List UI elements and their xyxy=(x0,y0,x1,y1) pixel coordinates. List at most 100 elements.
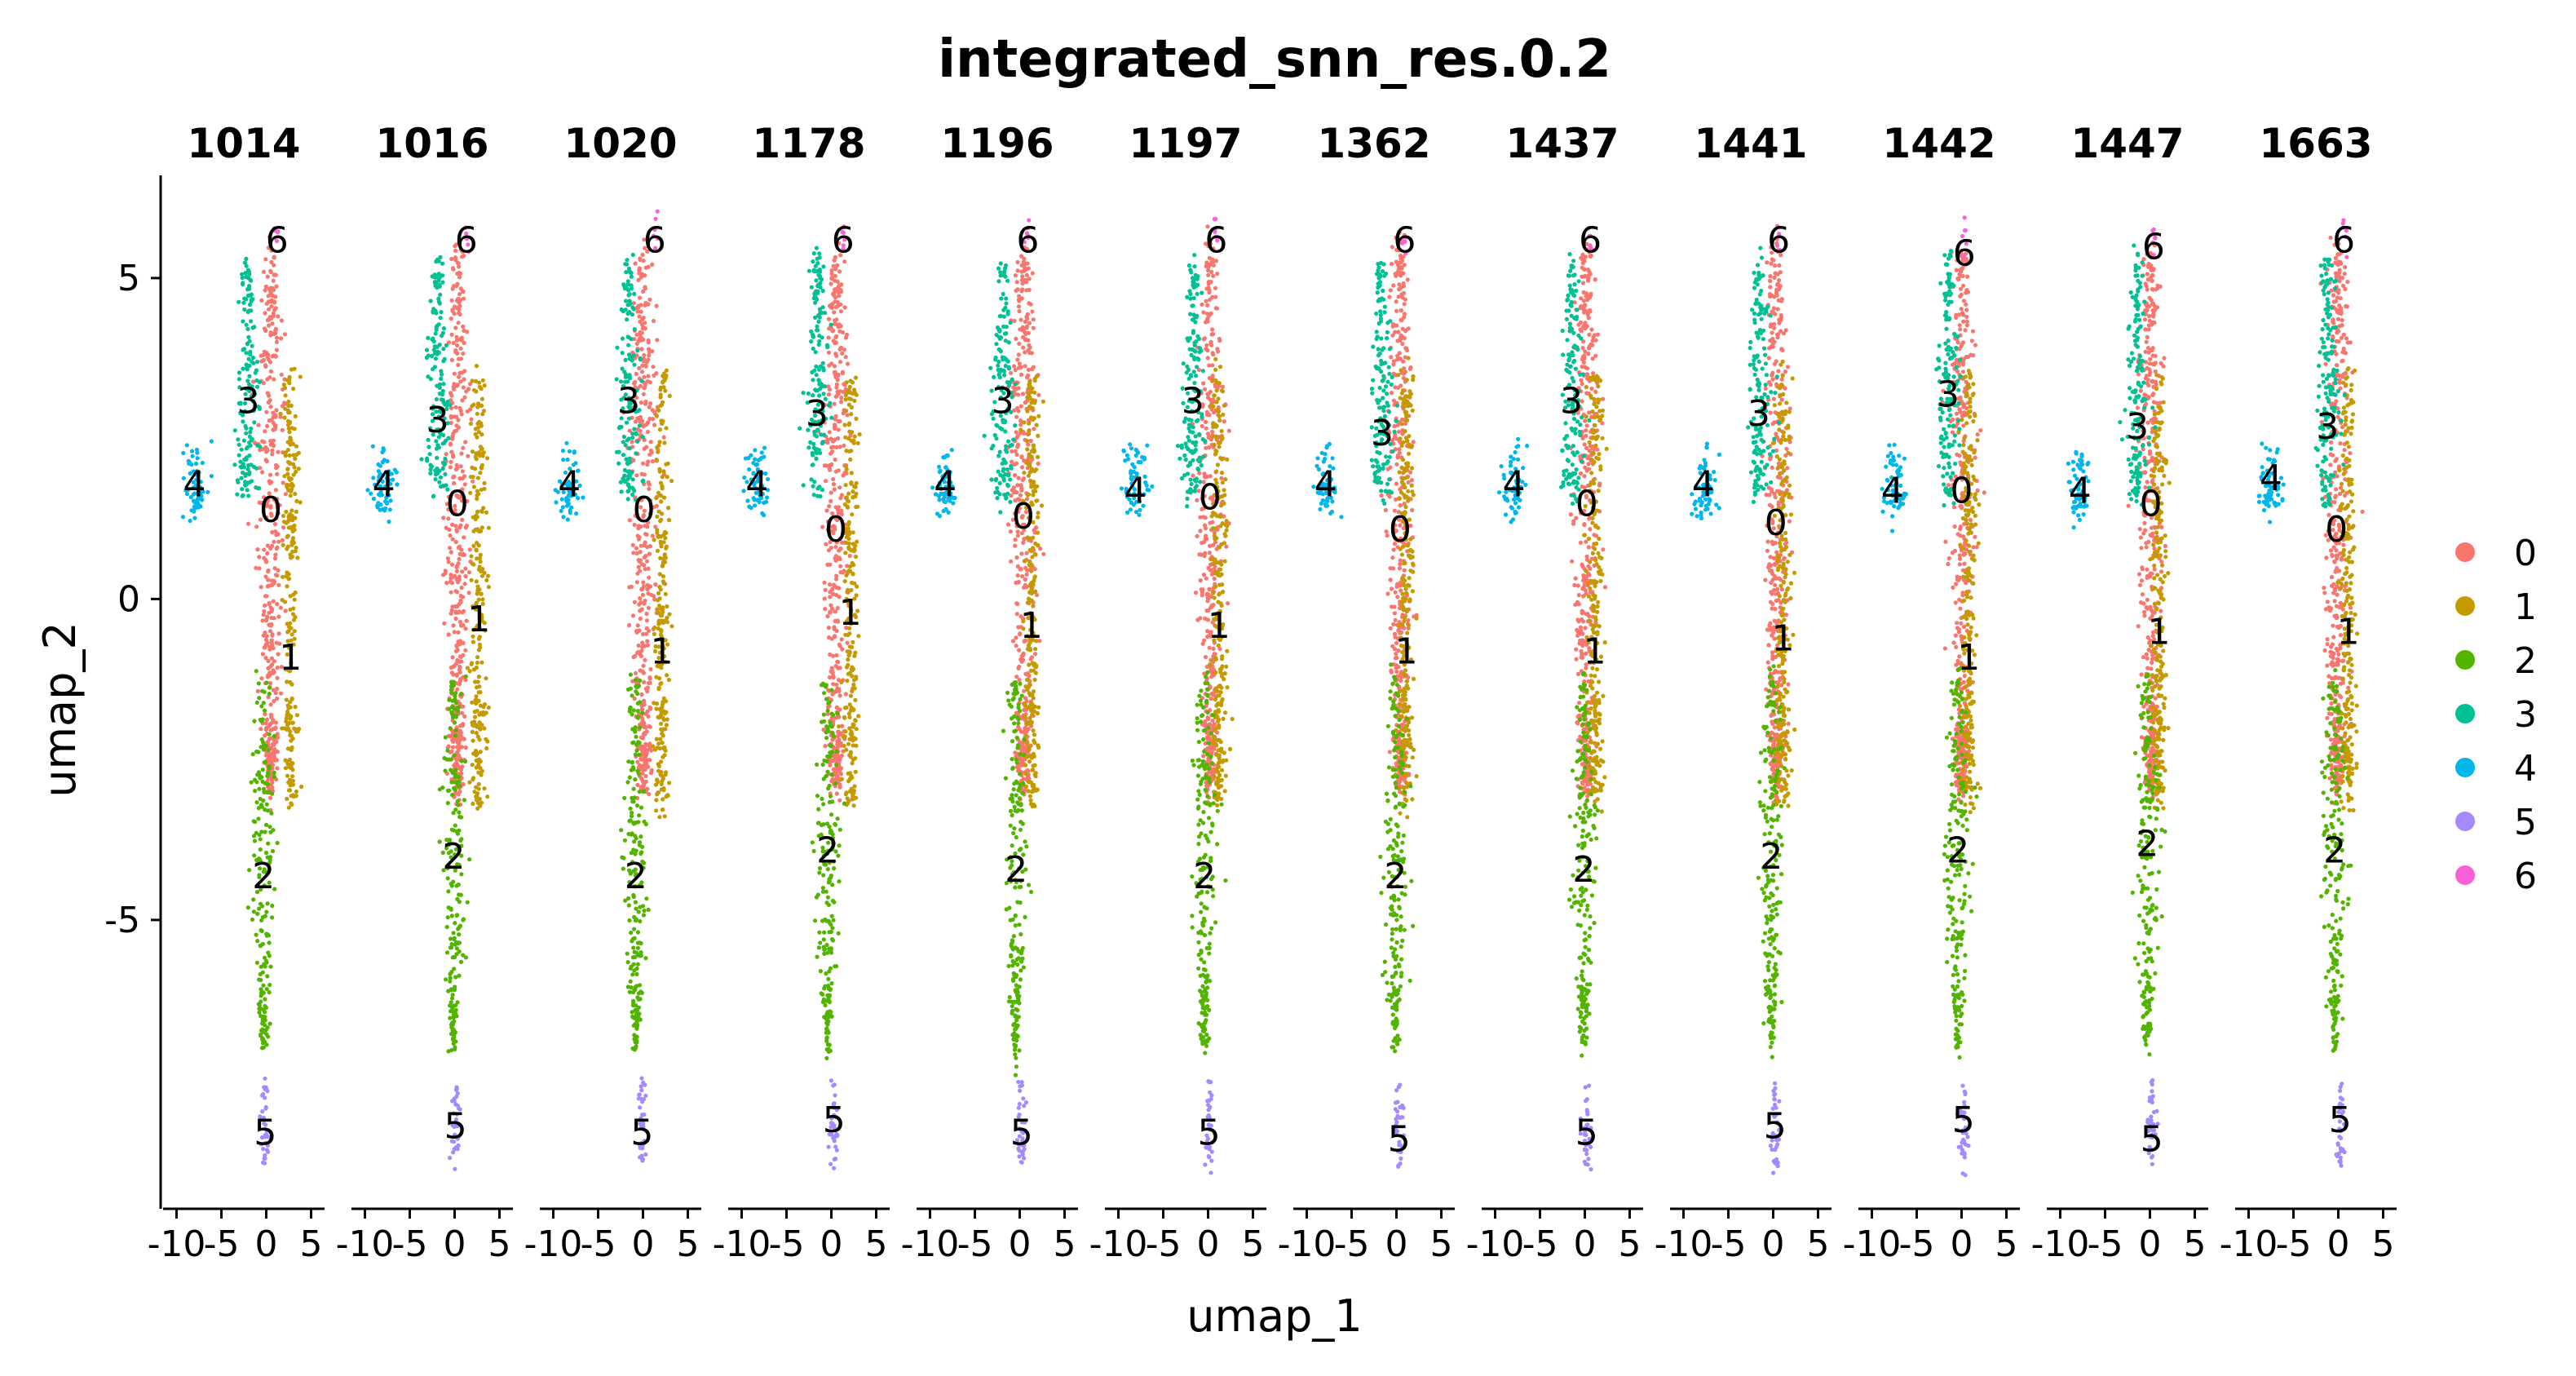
point-cluster-1 xyxy=(475,751,480,756)
point-cluster-1 xyxy=(474,457,479,462)
point-cluster-0 xyxy=(638,746,643,750)
point-cluster-1 xyxy=(666,506,671,511)
point-cluster-2 xyxy=(815,762,820,768)
point-cluster-0 xyxy=(263,618,269,623)
point-cluster-0 xyxy=(642,446,647,451)
point-cluster-0 xyxy=(266,352,271,357)
point-cluster-5 xyxy=(261,1147,266,1152)
point-cluster-0 xyxy=(460,517,465,522)
point-cluster-2 xyxy=(448,936,453,941)
point-cluster-1 xyxy=(851,707,856,712)
point-cluster-0 xyxy=(838,287,843,293)
point-cluster-3 xyxy=(440,334,444,338)
point-cluster-0 xyxy=(833,469,838,474)
point-cluster-0 xyxy=(840,647,845,652)
point-cluster-1 xyxy=(289,764,294,770)
point-cluster-0 xyxy=(462,535,466,540)
point-cluster-0 xyxy=(828,498,833,504)
point-cluster-2 xyxy=(634,803,640,808)
point-cluster-3 xyxy=(248,352,253,357)
point-cluster-0 xyxy=(634,341,639,346)
point-cluster-4 xyxy=(196,501,201,506)
point-cluster-1 xyxy=(475,806,480,811)
point-cluster-1 xyxy=(661,807,665,812)
point-cluster-0 xyxy=(463,745,468,750)
point-cluster-0 xyxy=(1031,325,1036,330)
point-cluster-0 xyxy=(264,409,269,414)
point-cluster-2 xyxy=(628,979,633,984)
point-cluster-2 xyxy=(638,834,643,839)
point-cluster-2 xyxy=(453,1007,458,1012)
point-cluster-3 xyxy=(441,347,446,352)
point-cluster-1 xyxy=(475,655,480,660)
point-cluster-1 xyxy=(1023,772,1028,776)
point-cluster-2 xyxy=(828,946,833,951)
point-cluster-2 xyxy=(634,848,638,853)
point-cluster-1 xyxy=(479,800,484,805)
point-cluster-1 xyxy=(851,530,855,535)
point-cluster-0 xyxy=(630,613,636,618)
point-cluster-3 xyxy=(236,437,241,442)
point-cluster-0 xyxy=(282,400,287,405)
point-cluster-1 xyxy=(480,412,485,417)
point-cluster-1 xyxy=(853,697,858,702)
point-cluster-1 xyxy=(288,621,293,626)
point-cluster-0 xyxy=(645,429,651,435)
point-cluster-0 xyxy=(636,564,641,569)
point-cluster-1 xyxy=(285,378,289,383)
point-cluster-1 xyxy=(479,396,485,401)
point-cluster-1 xyxy=(474,798,479,803)
point-cluster-1 xyxy=(482,480,487,486)
point-cluster-0 xyxy=(1021,776,1026,781)
point-cluster-0 xyxy=(274,284,279,289)
point-cluster-1 xyxy=(282,415,287,420)
point-cluster-0 xyxy=(260,447,265,452)
point-cluster-1 xyxy=(656,604,662,608)
point-cluster-2 xyxy=(456,927,461,931)
point-cluster-1 xyxy=(660,486,665,491)
point-cluster-2 xyxy=(252,838,258,843)
point-cluster-0 xyxy=(1014,612,1019,617)
point-cluster-0 xyxy=(274,339,279,344)
point-cluster-2 xyxy=(824,736,829,741)
point-cluster-3 xyxy=(628,472,633,477)
point-cluster-4 xyxy=(574,511,579,516)
point-cluster-1 xyxy=(656,715,661,720)
point-cluster-0 xyxy=(828,595,833,600)
point-cluster-0 xyxy=(837,389,842,394)
point-cluster-0 xyxy=(268,681,273,686)
point-cluster-1 xyxy=(662,378,667,383)
point-cluster-3 xyxy=(630,252,635,257)
point-cluster-0 xyxy=(461,324,466,329)
point-cluster-1 xyxy=(652,625,657,630)
point-cluster-0 xyxy=(638,763,643,768)
point-cluster-0 xyxy=(269,316,274,321)
point-cluster-2 xyxy=(267,990,272,995)
point-cluster-0 xyxy=(275,602,280,607)
point-cluster-0 xyxy=(826,350,832,355)
point-cluster-3 xyxy=(444,343,449,347)
point-cluster-1 xyxy=(851,489,855,494)
point-cluster-0 xyxy=(457,551,462,556)
point-cluster-0 xyxy=(631,551,636,555)
point-cluster-1 xyxy=(1041,399,1045,404)
point-cluster-2 xyxy=(830,938,836,943)
point-cluster-1 xyxy=(289,481,294,486)
point-cluster-0 xyxy=(1024,324,1029,329)
point-cluster-2 xyxy=(263,914,267,918)
point-cluster-3 xyxy=(245,287,250,292)
point-cluster-1 xyxy=(656,687,661,692)
point-cluster-1 xyxy=(664,426,669,431)
point-cluster-0 xyxy=(837,785,842,790)
point-cluster-2 xyxy=(269,811,274,816)
point-cluster-1 xyxy=(285,773,290,778)
point-cluster-0 xyxy=(273,331,278,336)
point-cluster-0 xyxy=(1013,273,1018,278)
point-cluster-3 xyxy=(641,478,646,483)
point-cluster-0 xyxy=(268,712,273,717)
point-cluster-1 xyxy=(473,427,478,431)
point-cluster-2 xyxy=(264,960,269,965)
point-cluster-0 xyxy=(462,608,466,614)
point-cluster-1 xyxy=(294,713,299,718)
point-cluster-4 xyxy=(395,482,400,487)
